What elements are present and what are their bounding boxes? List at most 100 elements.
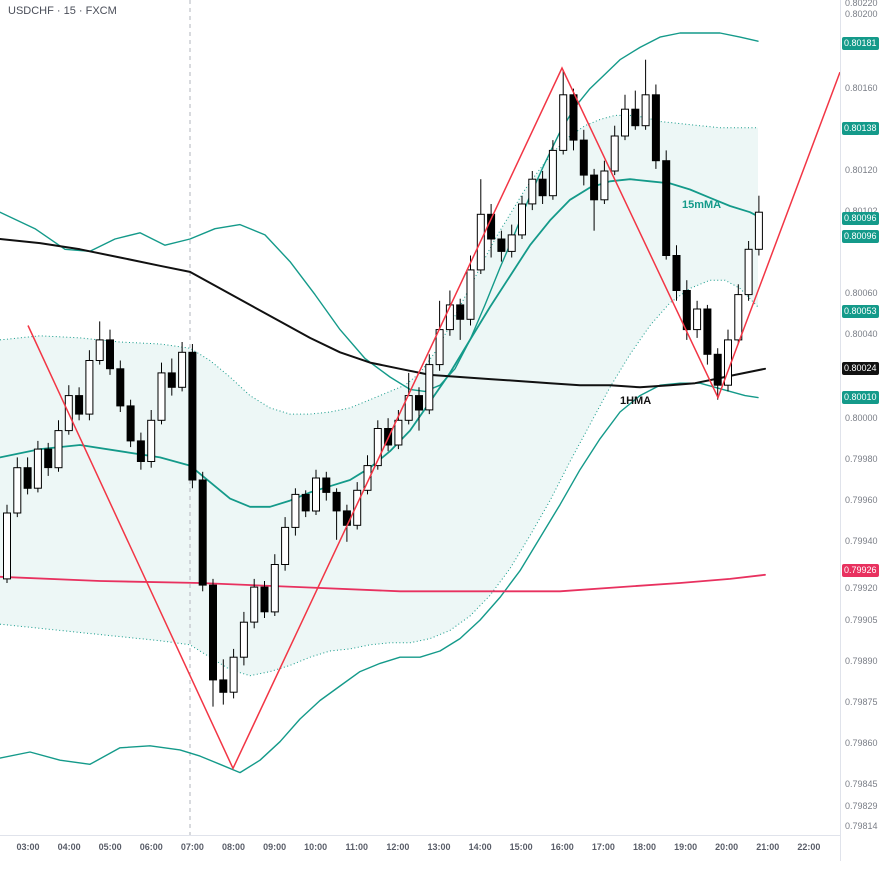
- price-tick-label: 0.79829: [845, 801, 878, 811]
- time-tick-label: 19:00: [674, 842, 698, 852]
- price-tick-label: 0.79875: [845, 697, 878, 707]
- candle: [744, 241, 753, 301]
- candle: [44, 442, 53, 476]
- axis-corner: [840, 835, 881, 861]
- candle: [167, 358, 176, 396]
- price-badge-pink: 0.79926: [842, 564, 879, 577]
- candle-body-up: [744, 248, 753, 296]
- candle-body-up: [610, 135, 619, 172]
- zigzag-line[interactable]: [27, 66, 840, 771]
- indicator-label-1hma: 1HMA: [620, 395, 651, 407]
- price-tick-label: 0.79980: [845, 454, 878, 464]
- candle-body-up: [95, 339, 104, 361]
- time-tick-label: 12:00: [386, 842, 410, 852]
- candle: [85, 350, 94, 421]
- price-tick-label: 0.79905: [845, 615, 878, 625]
- candle: [651, 84, 660, 169]
- time-tick-label: 03:00: [16, 842, 40, 852]
- indicator-label-15mma: 15mMA: [682, 199, 721, 211]
- candle: [229, 648, 238, 699]
- candle-body-up: [373, 428, 382, 467]
- time-axis[interactable]: 03:00 04:00 05:00 06:00 07:00 08:00 09:00 10:00…: [0, 835, 881, 862]
- candle-body-down: [651, 94, 660, 162]
- candle: [579, 129, 588, 186]
- candle-body-down: [75, 395, 84, 415]
- time-tick-label: 05:00: [98, 842, 122, 852]
- candle-body-down: [116, 368, 125, 407]
- candle-body-up: [600, 170, 609, 201]
- candle-body-up: [734, 294, 743, 341]
- candle-body-up: [641, 94, 650, 127]
- time-tick-label: 17:00: [591, 842, 615, 852]
- candle-body-down: [415, 395, 423, 411]
- candle-body-up: [291, 493, 300, 528]
- inner-band-lower-line: [0, 279, 759, 677]
- price-pane[interactable]: 15mMA 1HMA: [0, 0, 840, 835]
- price-tick-label: 0.79814: [845, 821, 878, 831]
- price-tick-label: 0.80220: [845, 0, 878, 8]
- candle-body-up: [147, 419, 156, 462]
- candle: [136, 432, 145, 470]
- candle-body-up: [693, 308, 702, 331]
- candle-body-down: [538, 178, 547, 197]
- candle: [332, 488, 341, 540]
- candle-body-up: [178, 351, 187, 388]
- candle-body-up: [466, 269, 475, 320]
- candle-body-up: [312, 477, 320, 512]
- candle: [559, 70, 568, 155]
- price-tick-label: 0.80060: [845, 288, 878, 298]
- candle-body-down: [188, 351, 197, 481]
- candle-body-up: [528, 178, 537, 205]
- candle-body-down: [497, 238, 506, 252]
- candle: [724, 329, 732, 392]
- candle-body-down: [301, 493, 310, 512]
- time-tick-label: 10:00: [304, 842, 328, 852]
- price-tick-label: 0.80000: [845, 413, 878, 423]
- time-tick-label: 11:00: [345, 842, 369, 852]
- candle: [178, 342, 187, 392]
- candle-body-down: [579, 139, 588, 176]
- slow-ma-line: [0, 573, 766, 593]
- candle-body-up: [548, 149, 557, 197]
- candle-body-down: [209, 584, 217, 681]
- candle: [281, 517, 290, 571]
- time-tick-label: 22:00: [797, 842, 821, 852]
- candle-body-up: [270, 564, 279, 613]
- candle-body-down: [456, 304, 465, 320]
- candle-body-up: [229, 656, 238, 693]
- price-badge-teal: 0.80010: [842, 391, 879, 404]
- candle: [147, 410, 156, 468]
- candle-body-down: [342, 510, 351, 526]
- time-tick-label: 15:00: [509, 842, 533, 852]
- candle: [734, 284, 743, 344]
- candle-body-up: [54, 430, 63, 469]
- price-tick-label: 0.79960: [845, 495, 878, 505]
- candle: [631, 90, 640, 130]
- price-axis[interactable]: 0.80220 0.80200 0.80160 0.80120 0.80102 0.800…: [840, 0, 881, 835]
- candle-body-down: [322, 477, 331, 493]
- candle-body-up: [507, 234, 516, 252]
- candle-body-down: [136, 440, 145, 462]
- price-tick-label: 0.80040: [845, 329, 878, 339]
- candle-body-down: [23, 467, 32, 489]
- candle: [610, 125, 619, 176]
- time-tick-label: 04:00: [57, 842, 81, 852]
- candle: [590, 168, 599, 231]
- candle-body-down: [590, 174, 599, 201]
- candle-body-down: [167, 372, 176, 388]
- time-tick-label: 14:00: [468, 842, 492, 852]
- symbol-title[interactable]: USDCHF · 15 · FXCM: [8, 5, 117, 17]
- candle-body-up: [754, 211, 763, 250]
- candle-body-up: [394, 419, 403, 446]
- candle: [291, 488, 300, 536]
- candle: [219, 659, 228, 705]
- candle: [188, 344, 197, 489]
- price-tick-label: 0.80160: [845, 83, 878, 93]
- time-tick-label: 07:00: [180, 842, 204, 852]
- candle-body-up: [250, 586, 259, 623]
- candle: [497, 230, 506, 262]
- candle-body-up: [363, 465, 372, 491]
- candle: [754, 195, 763, 256]
- candle-body-down: [569, 94, 578, 141]
